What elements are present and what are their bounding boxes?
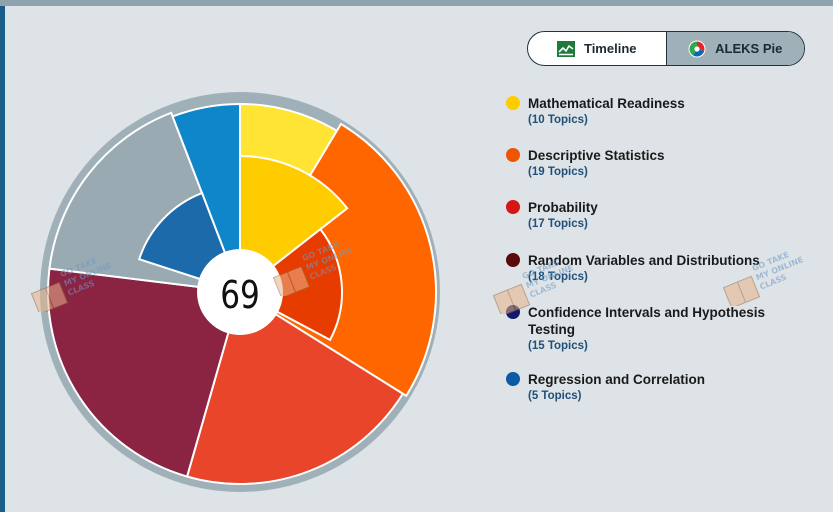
timeline-icon [556,40,575,57]
watermark-logo: GO TAKE MY ONLINE CLASS [492,258,575,314]
aleks-pie-chart[interactable]: 69 [40,92,440,492]
legend-topic-count: (10 Topics) [528,114,588,126]
legend-dot [506,96,520,110]
legend-label: Regression and Correlation [528,372,706,387]
legend-label: Mathematical Readiness [528,96,685,111]
timeline-tab[interactable]: Timeline [528,32,666,65]
slice-mathematical-readiness-mastered[interactable] [239,154,349,295]
view-toggle: Timeline ALEKS Pie [527,31,805,66]
legend-item-random-variables[interactable]: Random Variables and Distributions (18 T… [506,252,788,285]
aleks-pie-tab[interactable]: ALEKS Pie [665,32,804,65]
legend-topic-count: (15 Topics) [528,340,588,352]
slice-regression-outer[interactable] [171,102,241,293]
watermark-logo: GO TAKE MY ONLINE CLASS [722,250,805,306]
left-accent-bar [0,6,5,512]
legend-dot [506,148,520,162]
legend-topic-count: (18 Topics) [528,271,588,283]
pie-chart-icon [688,40,706,57]
legend-dot [506,253,520,267]
watermark-logo: GO TAKE MY ONLINE CLASS [272,240,355,296]
slice-probability-outer[interactable] [185,290,405,485]
legend-topic-count: (17 Topics) [528,218,588,230]
legend-item-probability[interactable]: Probability (17 Topics) [506,199,788,232]
legend-label: Random Variables and Distributions [528,253,760,268]
aleks-pie-label: ALEKS Pie [715,41,783,56]
timeline-label: Timeline [583,41,637,56]
legend-item-confidence-intervals[interactable]: Confidence Intervals and Hypothesis Test… [506,304,788,354]
pie-center [197,249,283,335]
legend-label: Probability [528,200,598,215]
legend-item-mathematical-readiness[interactable]: Mathematical Readiness (10 Topics) [506,95,788,128]
legend-topic-count: (5 Topics) [528,390,582,402]
legend-dot [506,372,520,386]
mastered-count: 69 [220,274,260,318]
legend-dot [506,200,520,214]
legend-topic-count: (19 Topics) [528,166,588,178]
legend-label: Confidence Intervals and Hypothesis Test… [528,305,766,337]
legend-item-descriptive-statistics[interactable]: Descriptive Statistics (19 Topics) [506,147,788,180]
top-bar [0,0,833,6]
legend-item-regression[interactable]: Regression and Correlation (5 Topics) [506,371,788,404]
watermark-logo: GO TAKE MY ONLINE CLASS [30,256,113,312]
legend-label: Descriptive Statistics [528,148,665,163]
